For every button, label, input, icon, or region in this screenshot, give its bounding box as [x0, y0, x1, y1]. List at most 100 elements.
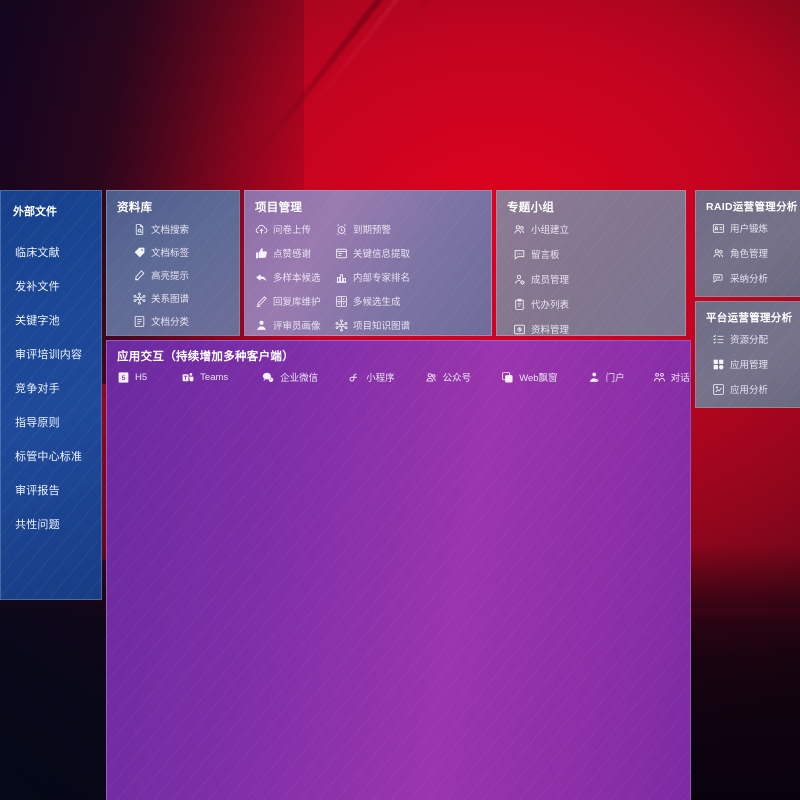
- item-label: 多样本候选: [273, 273, 321, 284]
- item-document-category[interactable]: 文档分类: [133, 314, 239, 328]
- item-teams[interactable]: Teams: [181, 370, 228, 384]
- sidebar-item-review-report[interactable]: 审评报告: [15, 485, 60, 497]
- message-board-icon: [513, 248, 526, 261]
- item-web-popup[interactable]: Web飘窗: [501, 370, 558, 384]
- sidebar-item-supplement-files[interactable]: 发补文件: [15, 281, 60, 293]
- group-people-icon: [513, 223, 526, 236]
- item-label: 关键信息提取: [353, 249, 411, 260]
- panel-topic-team: 专题小组 小组建立 留言板 成员管理: [496, 190, 686, 336]
- raid-analysis-items: 用户锻炼 角色管理 QA 采纳分析 问题趋势: [696, 221, 800, 297]
- item-label: 对话: [670, 373, 690, 384]
- task-list-icon: [712, 333, 725, 346]
- item-official-account[interactable]: 公众号: [425, 370, 472, 384]
- sidebar-list: 临床文献 发补文件 关键字池 审评培训内容 竞争对手 指导原则 标管中心标准 审…: [1, 235, 101, 541]
- item-like-thanks[interactable]: 点赞感谢: [255, 246, 335, 260]
- archive-icon: [513, 323, 526, 336]
- item-label: 公众号: [442, 373, 472, 384]
- sidebar-item-guidelines[interactable]: 指导原则: [15, 417, 60, 429]
- item-label: 留言板: [531, 250, 560, 261]
- item-reply-library-maintenance[interactable]: 回复库维护: [255, 294, 335, 308]
- item-message-board[interactable]: 留言板: [513, 247, 605, 261]
- panel-title-project-management: 项目管理: [255, 202, 303, 214]
- item-label: 用户锻炼: [730, 224, 769, 235]
- item-label: 采纳分析: [730, 274, 769, 285]
- extract-icon: [335, 247, 348, 260]
- panel-title-topic-team: 专题小组: [507, 202, 555, 214]
- graph-network-icon: [335, 318, 348, 332]
- miniprogram-icon: [348, 371, 361, 384]
- item-multi-sample-candidate[interactable]: 多样本候选: [255, 270, 335, 284]
- official-account-icon: [425, 371, 438, 384]
- sidebar-item-clinical-literature[interactable]: 临床文献: [15, 247, 60, 259]
- item-adoption-analysis[interactable]: QA 采纳分析: [712, 271, 800, 285]
- item-relation-graph[interactable]: 关系图谱: [133, 291, 239, 305]
- item-portal[interactable]: 门户: [588, 370, 625, 384]
- item-h5[interactable]: 5 H5: [117, 370, 147, 384]
- item-team-creation[interactable]: 小组建立: [513, 222, 605, 236]
- item-label: 文档标签: [151, 248, 190, 259]
- item-application-management[interactable]: 应用管理: [712, 357, 800, 371]
- item-label: Teams: [200, 371, 229, 383]
- item-multi-candidate-generation[interactable]: 多候选生成: [335, 294, 415, 308]
- teams-icon: [181, 371, 195, 384]
- item-label: 项目知识图谱: [353, 321, 411, 332]
- sidebar-item-keyword-pool[interactable]: 关键字池: [15, 315, 60, 327]
- thumbs-up-icon: [255, 247, 268, 260]
- item-label: 门户: [605, 373, 625, 384]
- sidebar-item-common-issues[interactable]: 共性问题: [15, 519, 60, 531]
- panel-title-application-interaction: 应用交互（持续增加多种客户端）: [117, 351, 294, 363]
- group-people-icon: [712, 247, 725, 260]
- sidebar-item-standards-center[interactable]: 标管中心标准: [15, 451, 83, 463]
- item-label: Web飘窗: [519, 373, 558, 384]
- item-questionnaire-upload[interactable]: 问卷上传: [255, 222, 335, 236]
- item-user-training[interactable]: 用户锻炼: [712, 221, 800, 235]
- trend-chart-icon: [712, 297, 725, 298]
- bar-chart-icon: [335, 271, 348, 284]
- sidebar-item-competitors[interactable]: 竞争对手: [15, 383, 60, 395]
- item-miniprogram[interactable]: 小程序: [348, 370, 395, 384]
- data-library-items: 文档搜索 文档标签 高亮提示 关系图谱: [107, 222, 239, 335]
- item-label: H5: [135, 371, 148, 383]
- item-resource-allocation[interactable]: 资源分配: [712, 332, 800, 346]
- portal-icon: [588, 371, 601, 384]
- item-highlight-hint[interactable]: 高亮提示: [133, 268, 239, 282]
- item-todo-list[interactable]: 代办列表: [513, 297, 605, 311]
- item-label: 代办列表: [531, 300, 570, 311]
- item-label: 小程序: [366, 373, 395, 384]
- chat-qa-icon: QA: [712, 272, 725, 285]
- item-role-management[interactable]: 角色管理: [712, 246, 800, 260]
- panel-title-platform-analysis: 平台运营管理分析: [706, 312, 793, 324]
- item-member-management[interactable]: 成员管理: [513, 272, 605, 286]
- panel-project-management: 项目管理 问卷上传 到期预警 点赞感谢: [244, 190, 492, 336]
- item-key-info-extraction[interactable]: 关键信息提取: [335, 246, 415, 260]
- svg-text:QA: QA: [715, 275, 721, 279]
- item-label: 资料管理: [531, 325, 570, 336]
- reply-arrow-icon: [255, 271, 268, 284]
- item-label: 文档分类: [151, 317, 190, 328]
- apps-grid-icon: [712, 358, 725, 371]
- item-document-tag[interactable]: 文档标签: [133, 245, 239, 259]
- item-label: 到期预警: [353, 225, 392, 236]
- html5-icon: 5: [117, 371, 130, 384]
- application-interaction-items: 5 H5 Teams 企业微信 小程序: [107, 370, 690, 391]
- item-label: 回复库维护: [273, 297, 321, 308]
- svg-text:5: 5: [122, 374, 126, 381]
- sidebar-item-review-training[interactable]: 审评培训内容: [15, 349, 83, 361]
- item-document-search[interactable]: 文档搜索: [133, 222, 239, 236]
- panel-data-library: 资料库 文档搜索 文档标签 高亮提示: [106, 190, 240, 336]
- item-material-management[interactable]: 资料管理: [513, 322, 605, 336]
- sidebar-title: 外部文件: [13, 206, 57, 218]
- item-dialog[interactable]: 对话: [653, 370, 690, 384]
- person-portrait-icon: [255, 319, 268, 332]
- item-project-knowledge-graph[interactable]: 项目知识图谱: [335, 318, 415, 332]
- panel-title-raid-analysis: RAID运营管理分析: [706, 201, 798, 213]
- item-application-analysis[interactable]: 应用分析: [712, 382, 800, 396]
- topic-team-items: 小组建立 留言板 成员管理 代办列表: [497, 222, 685, 336]
- item-internal-expert-ranking[interactable]: 内部专家排名: [335, 270, 415, 284]
- item-issue-trend[interactable]: 问题趋势: [712, 296, 800, 297]
- web-popup-icon: [501, 371, 514, 384]
- item-wecom[interactable]: 企业微信: [261, 370, 318, 384]
- item-reviewer-profile[interactable]: 评审员画像: [255, 318, 335, 332]
- cloud-upload-icon: [255, 223, 268, 236]
- item-expiry-alert[interactable]: 到期预警: [335, 222, 415, 236]
